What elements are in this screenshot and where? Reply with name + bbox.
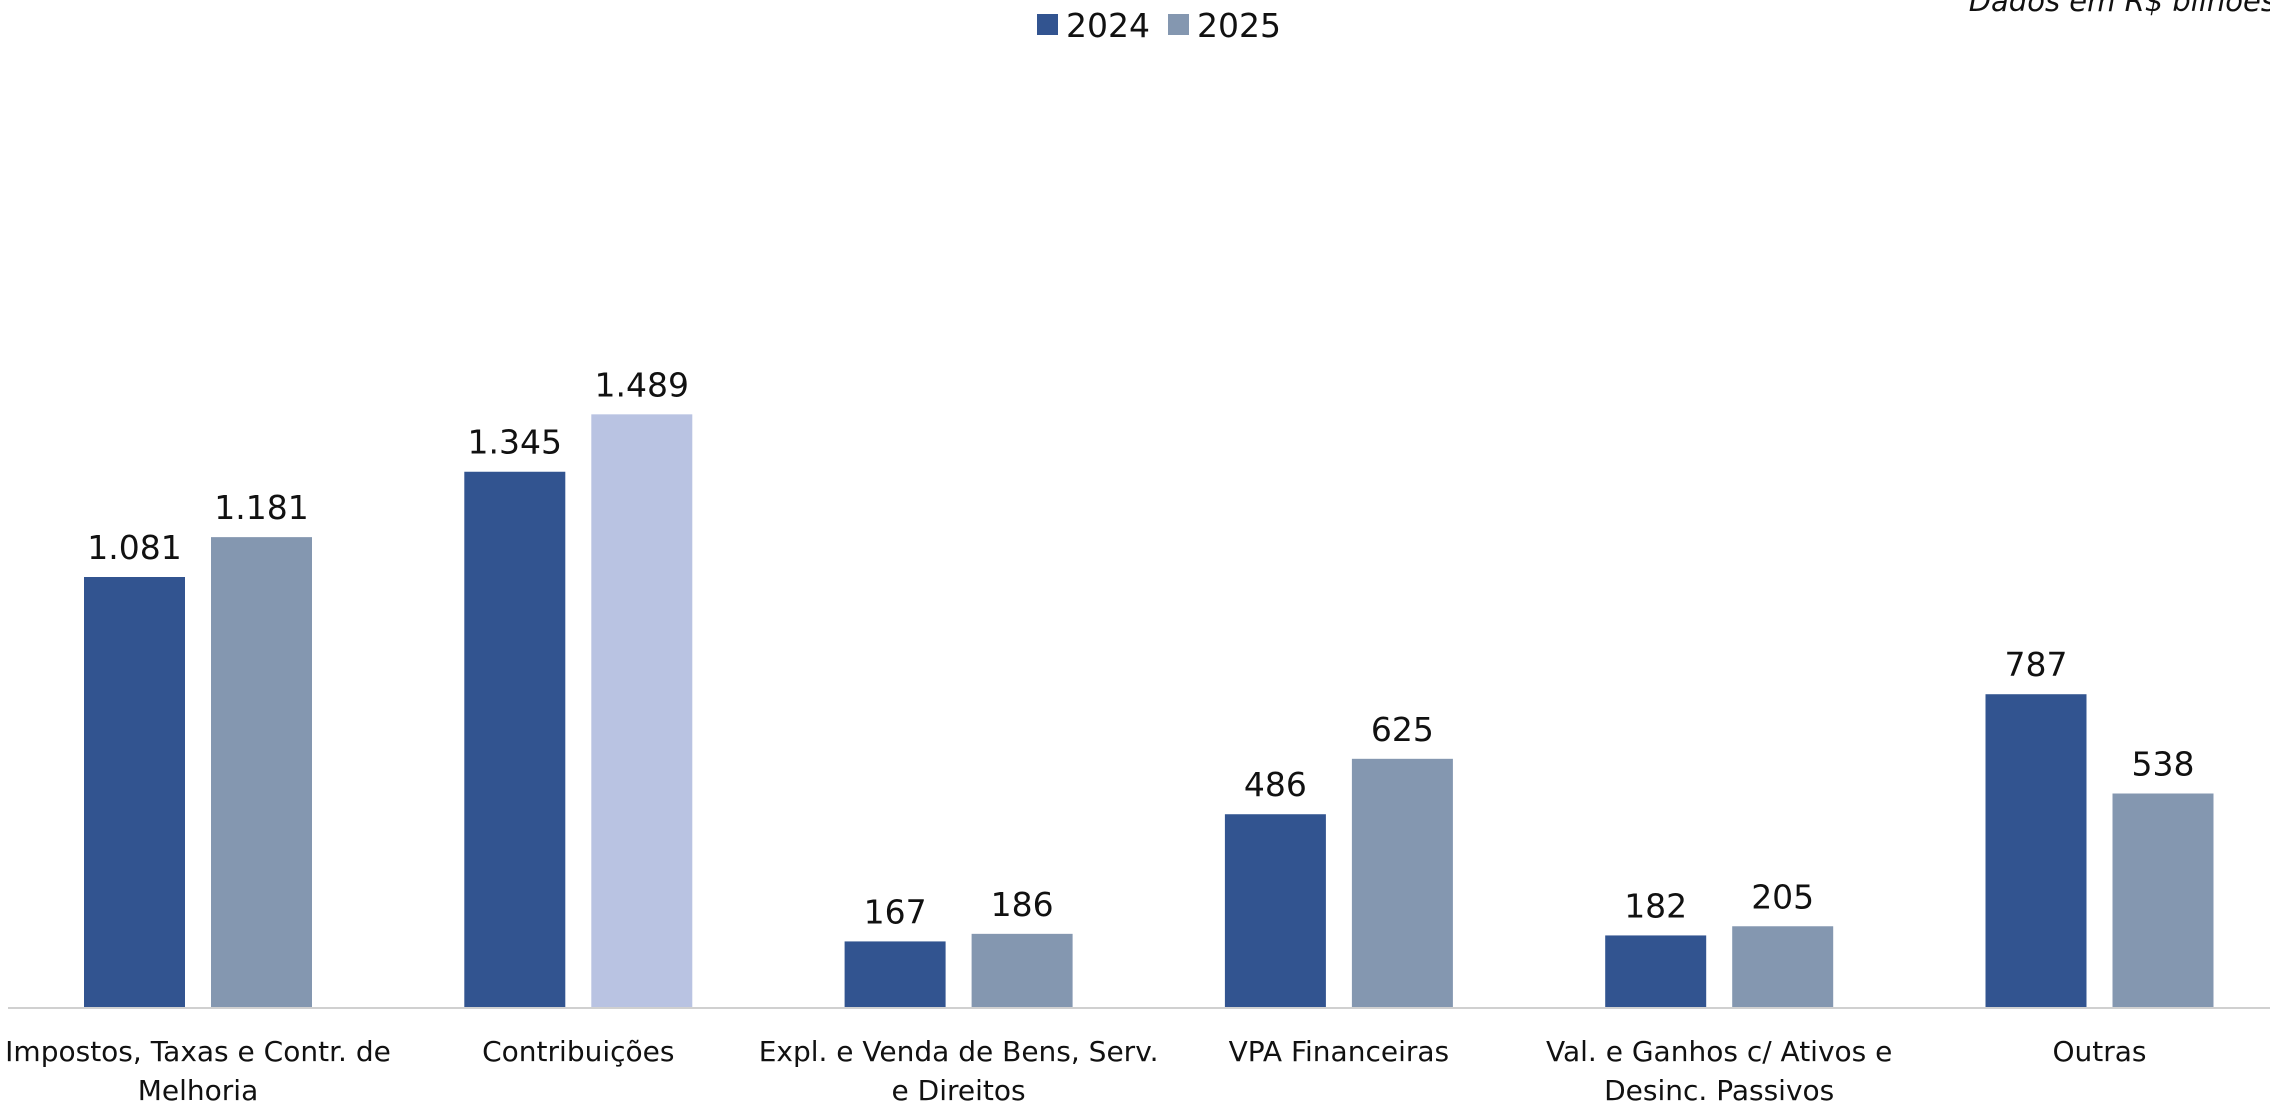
x-tick-label-4-line-0: Val. e Ganhos c/ Ativos e bbox=[1546, 1035, 1892, 1068]
data-label-2025-3: 625 bbox=[1371, 710, 1434, 749]
data-label-2024-4: 182 bbox=[1624, 886, 1687, 925]
x-tick-label-0-line-1: Melhoria bbox=[138, 1074, 259, 1103]
data-label-2025-2: 186 bbox=[991, 885, 1054, 924]
bar-2024-2 bbox=[844, 941, 946, 1008]
data-label-2024-3: 486 bbox=[1244, 765, 1307, 804]
bar-2025-4 bbox=[1732, 926, 1834, 1008]
x-tick-label-4-line-1: Desinc. Passivos bbox=[1604, 1074, 1834, 1103]
data-label-2024-5: 787 bbox=[2005, 645, 2068, 684]
bar-2025-3 bbox=[1351, 758, 1453, 1008]
legend-swatch-2024 bbox=[1037, 14, 1058, 35]
data-label-2025-1: 1.489 bbox=[595, 365, 689, 404]
bar-2024-0 bbox=[84, 577, 185, 1008]
data-label-2024-0: 1.081 bbox=[87, 528, 181, 567]
x-tick-label-2-line-1: e Direitos bbox=[892, 1074, 1026, 1103]
x-tick-label-0-line-0: Impostos, Taxas e Contr. de bbox=[5, 1035, 391, 1068]
bar-2024-4 bbox=[1605, 935, 1707, 1008]
x-tick-label-1: Contribuições bbox=[482, 1035, 674, 1068]
bar-2025-1 bbox=[591, 414, 693, 1008]
data-label-2024-2: 167 bbox=[864, 892, 927, 931]
x-tick-label-2-line-0: Expl. e Venda de Bens, Serv. bbox=[759, 1035, 1159, 1068]
x-axis-tick-labels: Impostos, Taxas e Contr. de Melhoria Contr… bbox=[5, 1035, 2146, 1103]
data-label-2025-4: 205 bbox=[1751, 877, 1814, 916]
bar-2024-5 bbox=[1985, 694, 2087, 1008]
data-label-2025-5: 538 bbox=[2132, 744, 2195, 783]
chart-legend: 2024 2025 bbox=[1037, 6, 1281, 45]
legend-label-2024: 2024 bbox=[1066, 6, 1150, 45]
data-label-2024-1: 1.345 bbox=[468, 423, 562, 462]
bars-group bbox=[84, 414, 2214, 1008]
bar-2025-2 bbox=[971, 933, 1073, 1008]
legend-swatch-2025 bbox=[1168, 14, 1189, 35]
units-note: Dados em R$ bilhões bbox=[1969, 0, 2270, 18]
bar-2025-5 bbox=[2112, 793, 2214, 1008]
data-label-2025-0: 1.181 bbox=[214, 488, 308, 527]
bar-2025-0 bbox=[211, 537, 312, 1008]
x-tick-label-5: Outras bbox=[2052, 1035, 2146, 1068]
legend-label-2025: 2025 bbox=[1197, 6, 1281, 45]
x-tick-label-3: VPA Financeiras bbox=[1229, 1035, 1449, 1068]
bar-2024-1 bbox=[464, 471, 566, 1008]
bar-2024-3 bbox=[1224, 814, 1326, 1008]
data-labels-group: 1.081 1.345 167 486 182 787 1.181 1.489 186 625 20… bbox=[87, 365, 2194, 931]
